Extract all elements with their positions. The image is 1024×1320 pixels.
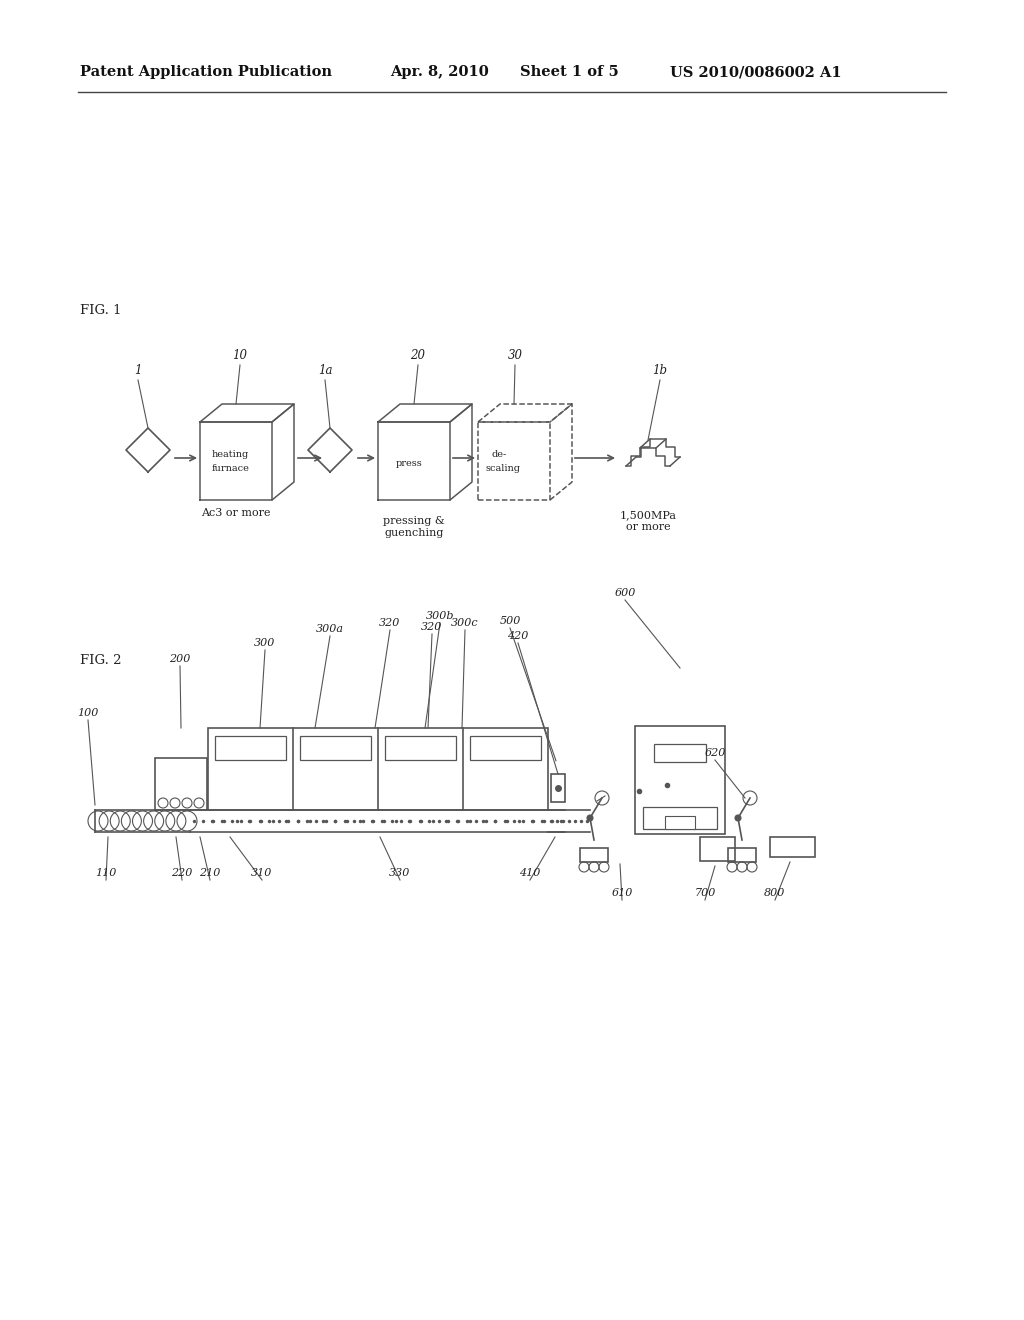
Text: 330: 330 [389,869,411,878]
Text: press: press [396,459,423,467]
Circle shape [587,814,593,821]
Text: 700: 700 [694,888,716,898]
Text: 100: 100 [78,708,98,718]
Text: pressing &: pressing & [383,516,444,525]
Text: 210: 210 [200,869,221,878]
Bar [155,758,207,810]
Bar [215,737,286,760]
Text: 500: 500 [500,616,520,626]
Bar [770,837,815,857]
Text: 420: 420 [507,631,528,642]
Text: 1b: 1b [652,364,668,378]
Bar [470,737,541,760]
Text: US 2010/0086002 A1: US 2010/0086002 A1 [670,65,842,79]
Bar [700,837,735,861]
Text: 1: 1 [134,364,141,378]
Text: 300c: 300c [452,618,479,628]
Text: FIG. 1: FIG. 1 [80,304,122,317]
Bar [643,807,717,829]
Bar [551,774,565,803]
Text: scaling: scaling [486,465,521,474]
Bar [385,737,456,760]
Bar [208,729,548,810]
Text: 610: 610 [611,888,633,898]
Text: 20: 20 [411,348,426,362]
Text: 300a: 300a [316,624,344,634]
Text: de-: de- [492,450,507,459]
Text: 320: 320 [421,622,442,632]
Bar [300,737,371,760]
Bar [635,726,725,834]
Text: 620: 620 [705,748,726,758]
Text: 410: 410 [519,869,541,878]
Text: Sheet 1 of 5: Sheet 1 of 5 [520,65,618,79]
Text: 220: 220 [171,869,193,878]
Text: 1,500MPa: 1,500MPa [620,510,677,520]
Bar [580,847,608,862]
Text: FIG. 2: FIG. 2 [80,653,122,667]
Text: 310: 310 [251,869,272,878]
Text: 600: 600 [614,587,636,598]
Text: furnace: furnace [212,465,250,474]
Text: 10: 10 [232,348,248,362]
Text: 200: 200 [169,653,190,664]
Text: Patent Application Publication: Patent Application Publication [80,65,332,79]
Bar [666,816,695,829]
Text: 320: 320 [379,618,400,628]
Text: 300: 300 [254,638,275,648]
Text: 300b: 300b [426,611,455,620]
Text: 800: 800 [764,888,785,898]
Text: 110: 110 [95,869,117,878]
Circle shape [735,814,741,821]
Text: or more: or more [626,521,671,532]
Bar [728,847,756,862]
Text: 30: 30 [508,348,522,362]
Text: 1a: 1a [317,364,332,378]
Text: Apr. 8, 2010: Apr. 8, 2010 [390,65,488,79]
Text: heating: heating [212,450,249,459]
Text: guenching: guenching [384,528,443,539]
Text: Ac3 or more: Ac3 or more [202,508,270,517]
Bar [654,744,706,762]
